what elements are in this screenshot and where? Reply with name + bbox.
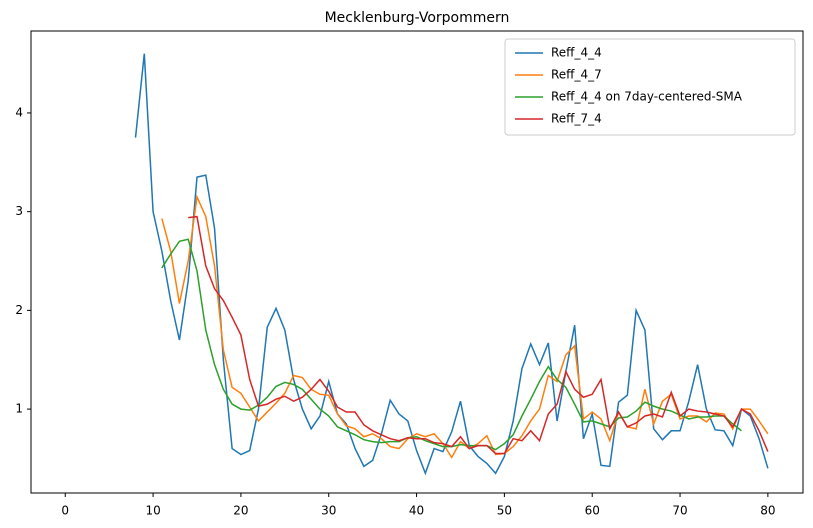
x-tick-label: 80 <box>760 504 775 518</box>
x-tick-label: 70 <box>672 504 687 518</box>
x-tick-label: 0 <box>61 504 69 518</box>
x-tick-label: 10 <box>145 504 160 518</box>
x-tick-label: 20 <box>233 504 248 518</box>
legend: Reff_4_4 Reff_4_7 Reff_4_4 on 7day-centere… <box>504 38 796 136</box>
legend-label: Reff_4_7 <box>551 68 602 82</box>
chart-title: Mecklenburg-Vorpommern <box>325 10 510 26</box>
y-tick-label: 1 <box>15 402 23 416</box>
x-tick-label: 50 <box>497 504 512 518</box>
y-tick-label: 2 <box>15 303 23 317</box>
series-line <box>188 215 769 455</box>
y-tick-label: 4 <box>15 105 23 119</box>
series-line <box>134 53 769 476</box>
x-tick-label: 30 <box>321 504 336 518</box>
series-line <box>161 238 742 451</box>
legend-label: Reff_4_4 on 7day-centered-SMA <box>551 90 743 104</box>
legend-label: Reff_4_4 <box>551 46 602 60</box>
legend-label: Reff_7_4 <box>551 112 602 126</box>
x-tick-label: 40 <box>409 504 424 518</box>
x-tick-label: 60 <box>585 504 600 518</box>
series-line <box>161 194 769 459</box>
legend-box <box>504 38 796 136</box>
y-tick-label: 3 <box>15 204 23 218</box>
